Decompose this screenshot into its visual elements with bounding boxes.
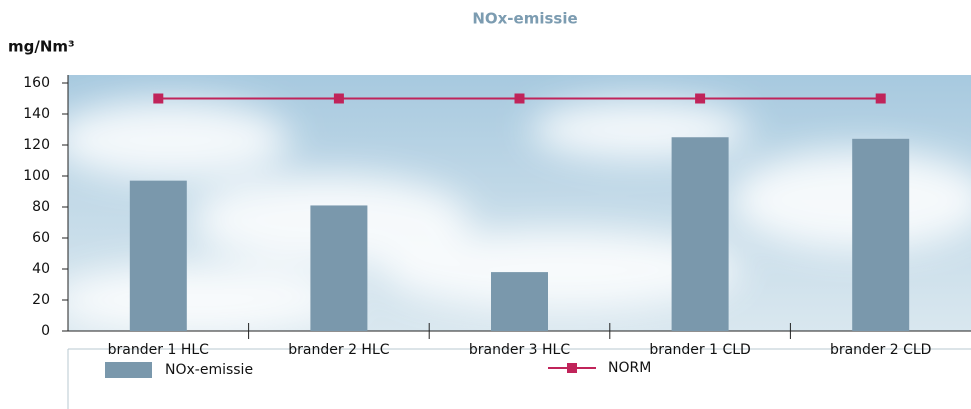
y-tick-label: 120 [23,137,50,153]
chart-title: NOx-emissie [472,10,577,28]
norm-marker [153,93,164,104]
bar [671,137,729,331]
x-tick-label: brander 1 HLC [108,342,209,358]
norm-marker [333,93,344,104]
bar [129,180,187,331]
bar [852,138,910,331]
bar [310,205,368,331]
y-tick-label: 160 [23,75,50,91]
y-axis-label: mg/Nm³ [8,38,75,56]
bar [491,272,548,331]
y-tick-label: 40 [32,261,50,277]
legend-label: NOx-emissie [165,362,253,378]
norm-marker [514,93,525,104]
legend-label: NORM [608,360,651,376]
x-tick-label: brander 2 CLD [830,342,932,358]
x-tick-label: brander 1 CLD [649,342,751,358]
y-tick-label: 100 [23,168,50,184]
x-tick-label: brander 3 HLC [469,342,570,358]
y-tick-label: 140 [23,106,50,122]
y-tick-label: 60 [32,230,50,246]
norm-marker [695,93,706,104]
y-tick-label: 20 [32,292,50,308]
y-tick-label: 80 [32,199,50,215]
legend-swatch [567,363,577,373]
norm-marker [875,93,886,104]
x-tick-label: brander 2 HLC [288,342,389,358]
y-tick-label: 0 [41,323,50,339]
legend-swatch [105,362,152,378]
